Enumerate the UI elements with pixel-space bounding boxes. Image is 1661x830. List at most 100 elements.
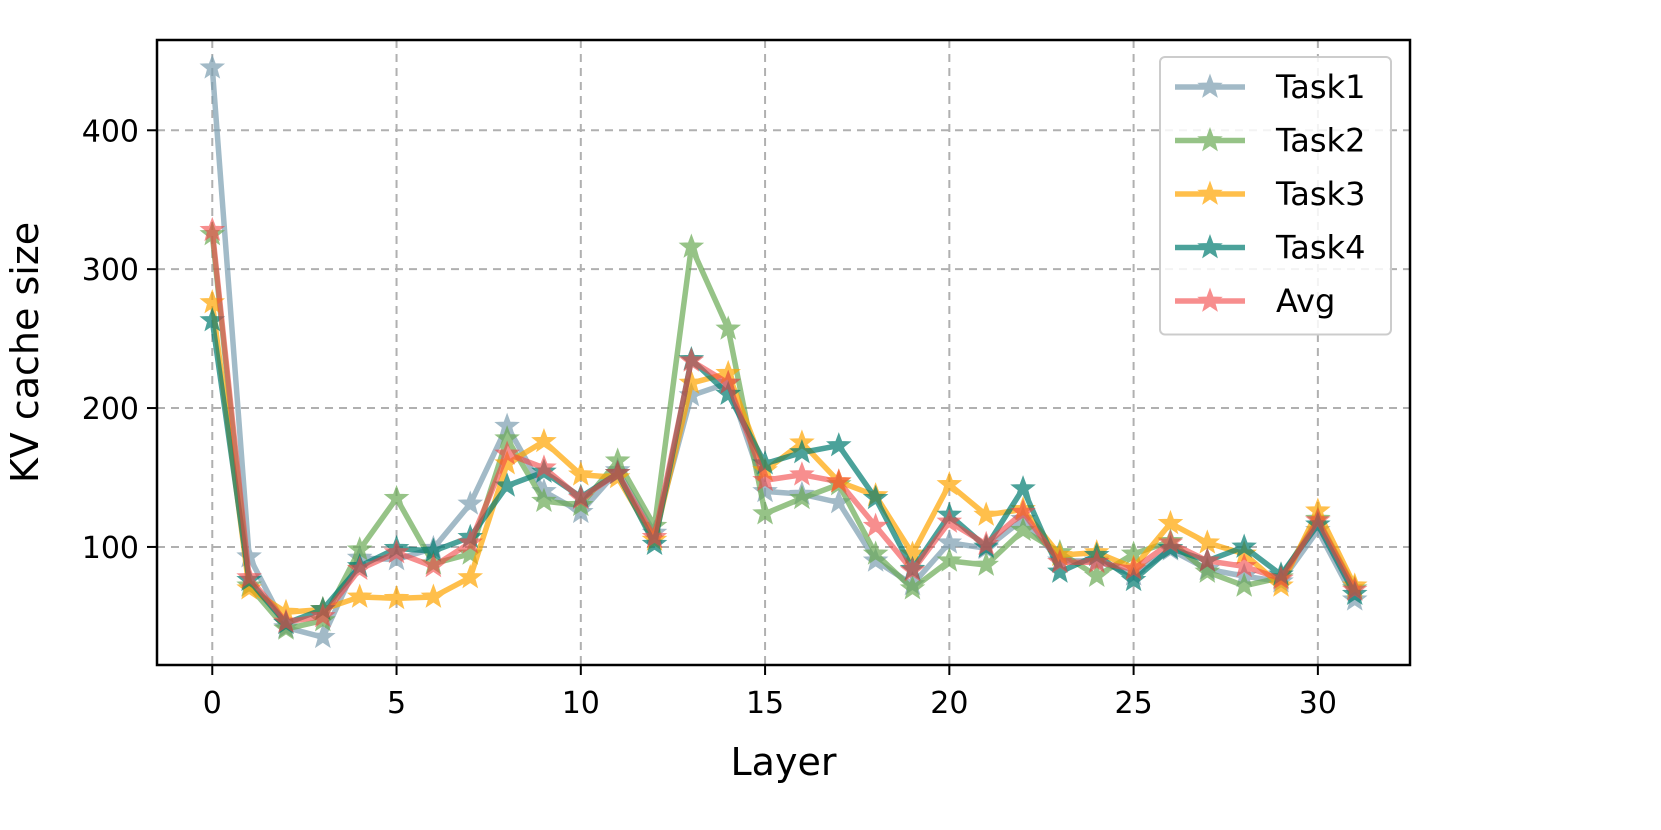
data-point-avg	[420, 552, 447, 578]
data-point-avg	[1231, 552, 1257, 578]
data-point-task2	[1194, 558, 1221, 583]
legend-swatch	[1175, 127, 1245, 152]
data-point-avg	[1194, 547, 1221, 572]
legend-marker	[1197, 180, 1223, 205]
data-point-task4	[789, 439, 815, 464]
data-point-task4	[1047, 558, 1073, 583]
data-point-avg	[789, 461, 815, 486]
y-tick-label: 400	[82, 114, 139, 149]
data-point-avg	[1083, 548, 1110, 574]
data-point-task4	[862, 484, 889, 510]
data-point-task2	[752, 500, 778, 525]
data-point-avg	[825, 468, 852, 493]
data-point-task3	[568, 461, 594, 486]
legend-item: Task1	[1175, 68, 1365, 106]
data-point-task2	[973, 551, 999, 576]
data-point-avg	[1047, 548, 1073, 574]
data-point-task1	[310, 623, 336, 649]
y-tick-label: 300	[82, 253, 139, 288]
data-point-task2	[383, 484, 410, 510]
data-point-avg	[273, 608, 299, 633]
data-point-avg	[568, 484, 594, 510]
data-point-task1	[199, 54, 226, 79]
legend-marker	[1197, 234, 1223, 259]
data-point-task1	[862, 547, 889, 572]
data-point-task3	[1157, 509, 1184, 535]
series-line-avg	[209, 229, 1358, 625]
data-point-task2	[715, 315, 742, 340]
data-point-avg	[604, 459, 631, 485]
data-point-task1	[752, 477, 778, 503]
data-point-avg	[899, 557, 926, 582]
data-point-task3	[346, 583, 373, 608]
x-tick-label: 10	[562, 686, 600, 721]
data-point-task4	[825, 432, 852, 457]
data-point-task4	[1010, 475, 1036, 500]
legend-swatch	[1175, 287, 1245, 312]
data-point-avg	[1341, 576, 1368, 601]
data-point-avg	[346, 555, 373, 581]
data-point-avg	[383, 539, 410, 564]
legend-marker	[1197, 287, 1223, 312]
data-point-task2	[1083, 562, 1110, 587]
data-point-avg	[1120, 555, 1147, 581]
x-tick-label: 15	[746, 686, 784, 721]
data-point-task3	[420, 583, 447, 608]
data-point-task3	[678, 369, 705, 394]
legend-label: Task3	[1275, 175, 1365, 213]
legend: Task1 Task2 Task3 Task4 Avg	[1159, 56, 1392, 336]
x-tick-label: 30	[1299, 686, 1337, 721]
data-point-avg	[715, 369, 742, 394]
data-point-avg	[531, 454, 557, 479]
data-point-task2	[678, 233, 705, 258]
legend-item: Task3	[1175, 175, 1365, 213]
legend-item: Task4	[1175, 229, 1365, 267]
data-point-task2	[789, 484, 815, 510]
legend-swatch	[1175, 180, 1245, 205]
data-point-task3	[531, 427, 557, 453]
legend-label: Task2	[1275, 122, 1365, 160]
data-point-task1	[457, 490, 484, 515]
data-point-task4	[1231, 533, 1257, 558]
data-point-avg	[862, 512, 889, 537]
legend-item: Task2	[1175, 122, 1365, 160]
data-point-task3	[1268, 572, 1294, 597]
legend-label: Avg	[1276, 282, 1335, 320]
x-tick-label: 0	[203, 686, 222, 721]
data-point-avg	[236, 564, 262, 589]
data-point-avg	[973, 530, 999, 556]
data-point-task2	[531, 487, 557, 512]
data-point-avg	[936, 508, 963, 533]
data-point-avg	[457, 529, 484, 554]
data-point-avg	[678, 347, 705, 372]
legend-label: Task1	[1275, 68, 1365, 106]
x-axis-label: Layer	[731, 740, 837, 784]
y-tick-label: 200	[82, 392, 139, 427]
data-point-avg	[1157, 529, 1184, 554]
series-avg	[199, 216, 1368, 633]
data-point-avg	[641, 523, 668, 549]
legend-swatch	[1175, 234, 1245, 259]
data-point-task4	[494, 472, 520, 497]
data-point-task1	[568, 498, 594, 524]
data-point-avg	[199, 216, 226, 242]
data-point-task4	[715, 380, 742, 406]
data-point-task2	[936, 547, 963, 572]
legend-box	[1159, 56, 1392, 336]
plot-frame	[155, 38, 1412, 667]
x-tick-label: 5	[387, 686, 406, 721]
y-tick-label: 100	[82, 531, 139, 566]
data-point-task3	[457, 564, 484, 589]
y-axis-label: KV cache size	[3, 222, 47, 483]
data-point-avg	[310, 602, 336, 628]
data-point-task2	[862, 540, 889, 565]
data-point-task4	[1120, 566, 1147, 592]
data-point-task2	[899, 575, 926, 600]
ticks: 0 5 10 15 20 25 30 100 200 300 400	[82, 114, 1337, 721]
data-point-task2	[1231, 572, 1257, 597]
legend-item: Avg	[1175, 282, 1335, 320]
legend-swatch	[1175, 73, 1245, 98]
data-point-task2	[568, 491, 594, 517]
data-point-avg	[1305, 507, 1331, 532]
